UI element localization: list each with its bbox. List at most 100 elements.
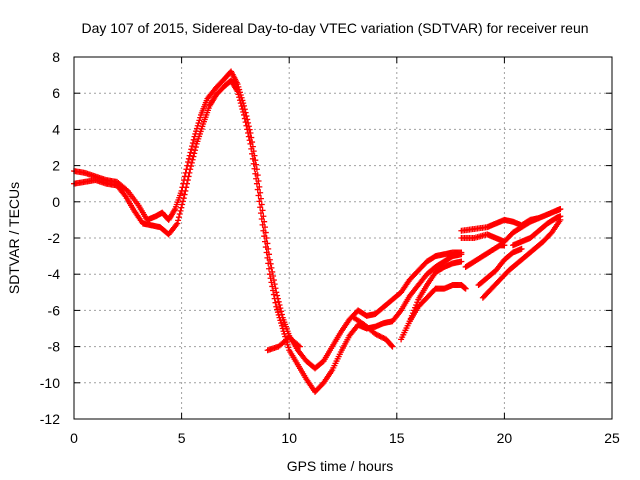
data-point	[277, 317, 284, 324]
data-point	[274, 306, 281, 313]
data-point	[280, 328, 287, 335]
data-point	[243, 122, 250, 129]
data-point	[257, 204, 264, 211]
data-point	[246, 137, 253, 144]
data-point	[251, 165, 258, 172]
data-point	[197, 114, 204, 121]
data-point	[275, 298, 282, 305]
data-point	[190, 136, 197, 143]
data-point	[273, 303, 280, 310]
data-point	[179, 198, 186, 205]
data-series	[510, 213, 564, 249]
x-tick-label: 25	[604, 430, 620, 446]
data-point	[462, 285, 469, 292]
data-point	[183, 184, 190, 191]
x-tick-label: 10	[281, 430, 297, 446]
data-point	[234, 88, 241, 95]
data-point	[408, 312, 415, 319]
data-point	[185, 173, 192, 180]
data-point	[241, 111, 248, 118]
data-point	[191, 150, 198, 157]
data-point	[261, 238, 268, 245]
data-point	[458, 258, 465, 265]
data-point	[192, 147, 199, 154]
data-point	[276, 301, 283, 308]
data-point	[248, 145, 255, 152]
data-point	[296, 343, 303, 350]
data-point	[244, 126, 251, 133]
data-point	[185, 158, 192, 165]
data-point	[239, 106, 246, 113]
data-point	[179, 201, 186, 208]
data-point	[458, 251, 465, 258]
data-point	[277, 305, 284, 312]
data-point	[175, 217, 182, 224]
data-point	[266, 271, 273, 278]
data-point	[389, 343, 396, 350]
data-point	[247, 140, 254, 147]
data-point	[174, 220, 181, 227]
data-point	[236, 97, 243, 104]
data-point	[189, 143, 196, 150]
y-tick-label: 2	[52, 158, 60, 174]
data-series	[458, 206, 564, 245]
data-point	[411, 307, 418, 314]
data-point	[235, 91, 242, 98]
data-point	[252, 170, 259, 177]
data-point	[186, 152, 193, 159]
data-points	[71, 68, 564, 395]
data-point	[177, 207, 184, 214]
data-point	[253, 180, 260, 187]
data-point	[237, 100, 244, 107]
data-point	[190, 153, 197, 160]
data-point	[181, 191, 188, 198]
data-point	[250, 160, 257, 167]
x-tick-label: 0	[70, 430, 78, 446]
data-point	[187, 166, 194, 173]
data-point	[245, 130, 252, 137]
data-point	[407, 315, 414, 322]
data-point	[123, 186, 130, 193]
chart-title: Day 107 of 2015, Sidereal Day-to-day VTE…	[81, 20, 588, 36]
data-point	[184, 177, 191, 184]
data-point	[257, 210, 264, 217]
data-point	[187, 149, 194, 156]
y-axis: -12 -10 -8 -6 -4 -2 0 2 4 6 8	[40, 49, 612, 427]
data-series	[350, 314, 396, 350]
data-point	[259, 221, 266, 228]
data-point	[557, 206, 564, 213]
data-point	[265, 260, 272, 267]
data-point	[256, 198, 263, 205]
data-point	[175, 214, 182, 221]
data-point	[264, 254, 271, 261]
data-point	[270, 287, 277, 294]
data-point	[274, 309, 281, 316]
data-point	[249, 155, 256, 162]
data-point	[269, 283, 276, 290]
data-point	[281, 330, 288, 337]
data-point	[241, 115, 248, 122]
data-point	[249, 150, 256, 157]
data-point	[518, 245, 525, 252]
y-tick-label: 0	[52, 194, 60, 210]
x-tick-label: 5	[178, 430, 186, 446]
data-point	[188, 163, 195, 170]
data-point	[279, 325, 286, 332]
data-point	[196, 117, 203, 124]
data-point	[260, 227, 267, 234]
data-point	[412, 304, 419, 311]
data-point	[238, 103, 245, 110]
data-point	[284, 341, 291, 348]
data-point	[240, 108, 247, 115]
data-point	[278, 320, 285, 327]
data-point	[285, 344, 292, 351]
data-point	[414, 299, 421, 306]
y-tick-label: -10	[40, 375, 60, 391]
data-series	[406, 258, 465, 325]
x-axis: 0 5 10 15 20 25	[70, 57, 620, 446]
data-series	[398, 282, 469, 343]
data-series	[462, 242, 508, 270]
data-point	[271, 295, 278, 302]
x-axis-label: GPS time / hours	[287, 458, 394, 474]
